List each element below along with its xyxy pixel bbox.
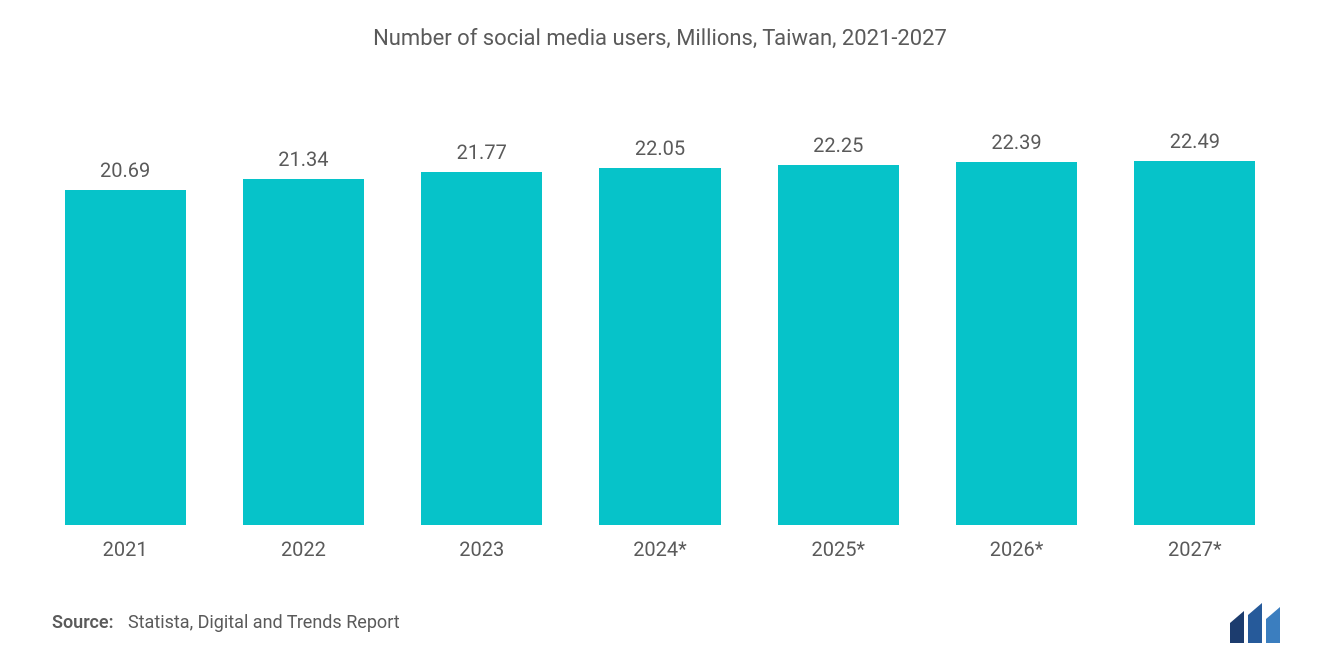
bar-group: 22.252025*: [749, 80, 927, 525]
bar-wrap: 22.25: [749, 80, 927, 525]
bar-value-label: 21.77: [457, 140, 507, 164]
plot-area: 20.69202121.34202221.77202322.052024*22.…: [36, 80, 1284, 525]
mordor-intelligence-logo: [1228, 601, 1292, 643]
bar-group: 21.772023: [393, 80, 571, 525]
x-axis-label: 2026*: [990, 525, 1044, 561]
x-axis-label: 2022: [281, 525, 326, 561]
bar: [599, 168, 720, 525]
bar-value-label: 22.05: [635, 136, 685, 160]
bar: [65, 190, 186, 525]
bar-wrap: 20.69: [36, 80, 214, 525]
source-text: Statista, Digital and Trends Report: [128, 612, 400, 633]
x-axis-label: 2025*: [811, 525, 865, 561]
bar-group: 22.492027*: [1106, 80, 1284, 525]
bar-value-label: 21.34: [278, 147, 328, 171]
chart-container: Number of social media users, Millions, …: [0, 0, 1320, 665]
bar: [421, 172, 542, 525]
logo-bar-2: [1248, 603, 1262, 643]
bar-group: 22.052024*: [571, 80, 749, 525]
bar-group: 22.392026*: [927, 80, 1105, 525]
x-axis-label: 2023: [459, 525, 504, 561]
bar-group: 21.342022: [214, 80, 392, 525]
x-axis-label: 2027*: [1168, 525, 1222, 561]
logo-bar-1: [1230, 611, 1244, 643]
bar-wrap: 21.77: [393, 80, 571, 525]
bar-wrap: 21.34: [214, 80, 392, 525]
bar: [778, 165, 899, 525]
bar-wrap: 22.49: [1106, 80, 1284, 525]
chart-title: Number of social media users, Millions, …: [0, 0, 1320, 51]
bar-value-label: 20.69: [100, 158, 150, 182]
bar-value-label: 22.25: [813, 133, 863, 157]
bar-wrap: 22.05: [571, 80, 749, 525]
bar-group: 20.692021: [36, 80, 214, 525]
logo-bar-3: [1266, 607, 1280, 643]
source-line: Source: Statista, Digital and Trends Rep…: [52, 612, 400, 633]
bar-wrap: 22.39: [927, 80, 1105, 525]
bar: [243, 179, 364, 525]
x-axis-label: 2021: [103, 525, 148, 561]
bar-value-label: 22.39: [991, 130, 1041, 154]
bar-value-label: 22.49: [1170, 129, 1220, 153]
source-label: Source:: [52, 612, 114, 633]
x-axis-label: 2024*: [633, 525, 687, 561]
bar: [1134, 161, 1255, 525]
bar: [956, 162, 1077, 525]
